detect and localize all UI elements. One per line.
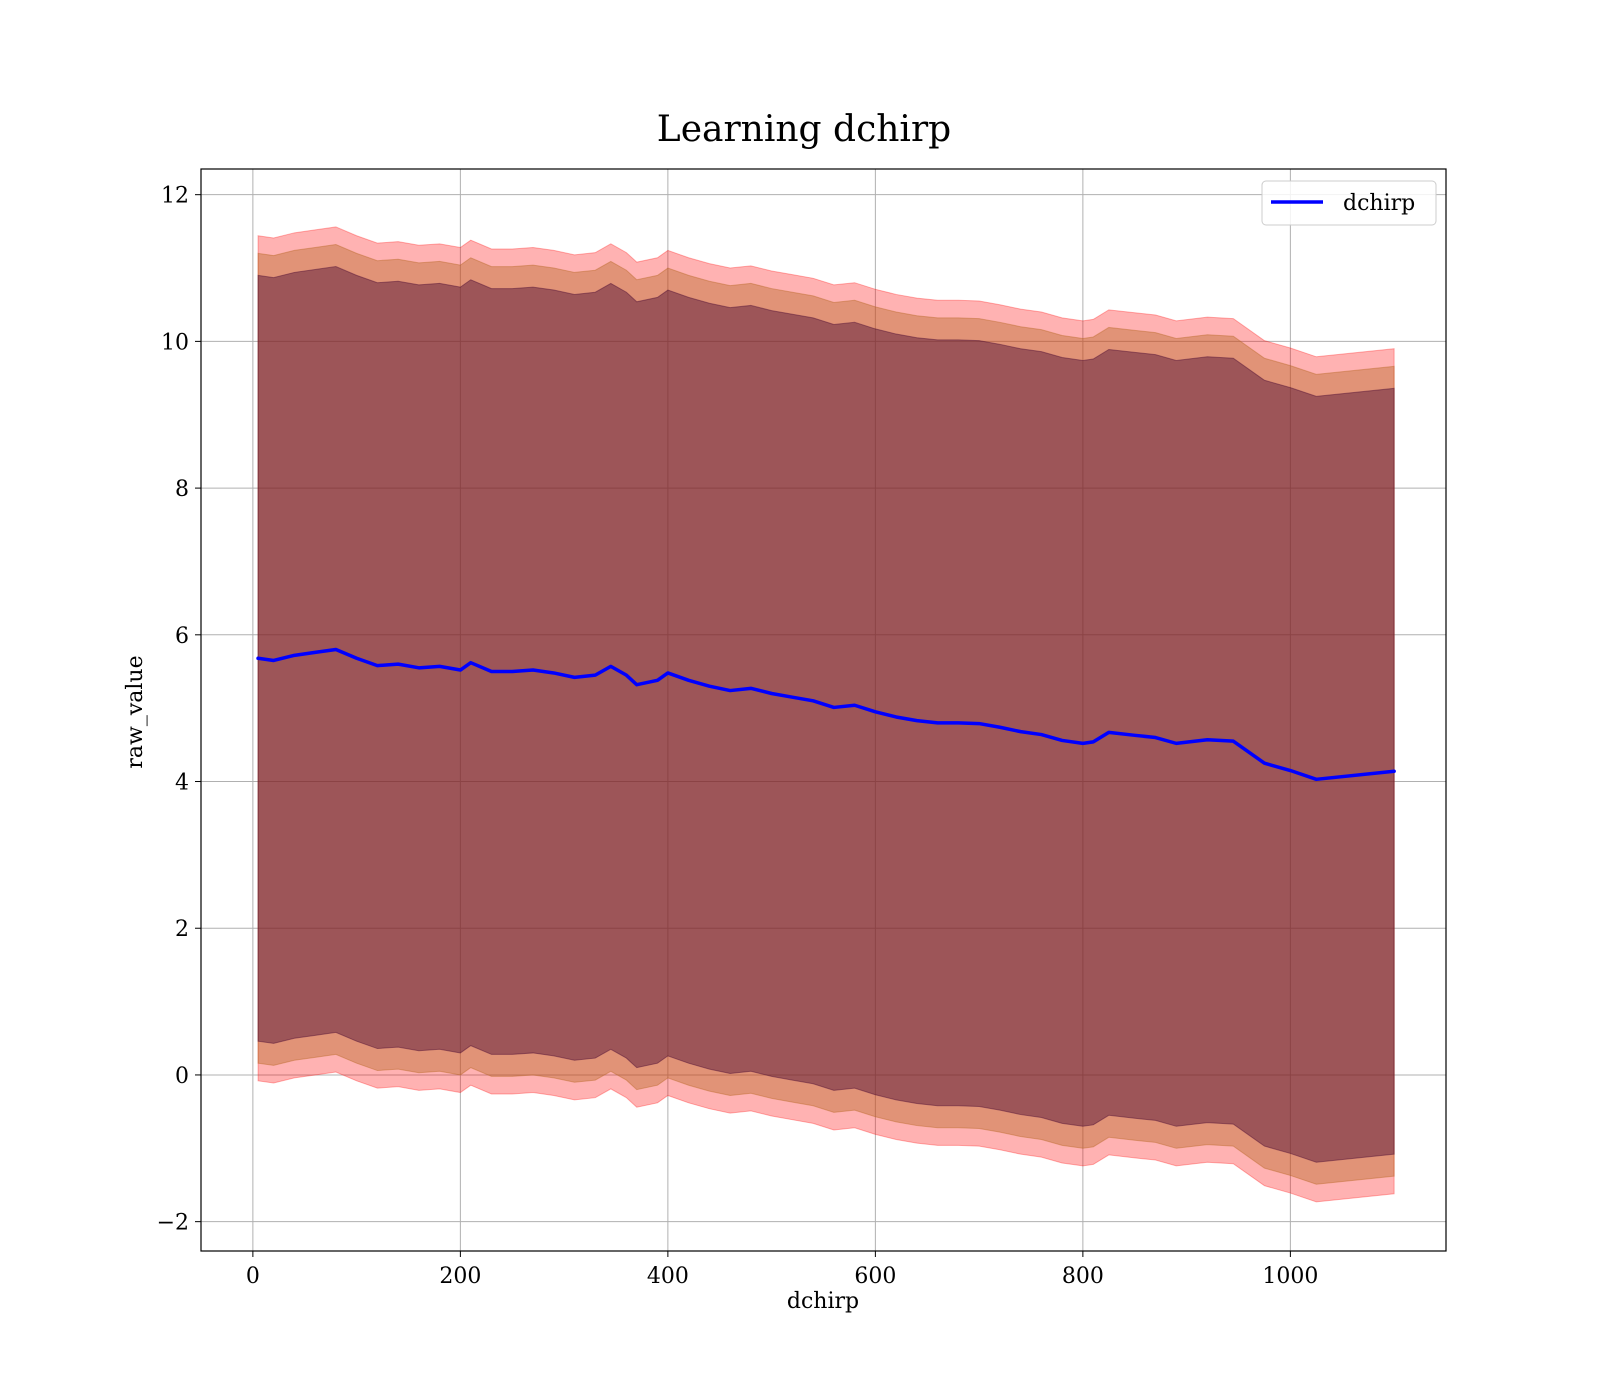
chart-title: Learning dchirp bbox=[657, 109, 951, 150]
series-line-dchirp bbox=[256, 647, 1396, 782]
confidence-band-2 bbox=[257, 244, 1395, 1185]
y-tick-label: 8 bbox=[175, 477, 189, 502]
y-tick-label: 2 bbox=[175, 917, 189, 942]
plot-frame bbox=[200, 168, 1447, 1252]
x-tick-label: 1000 bbox=[1262, 1264, 1318, 1289]
x-tick-label: 400 bbox=[647, 1264, 689, 1289]
legend: dchirp bbox=[1261, 180, 1437, 226]
grid bbox=[201, 169, 1446, 1251]
y-axis-ticks: −2 0 2 4 6 8 10 12 bbox=[157, 184, 201, 1236]
confidence-bands bbox=[257, 226, 1395, 1203]
confidence-band-1 bbox=[257, 226, 1395, 1203]
x-axis-ticks: 0 200 400 600 800 1000 bbox=[246, 1251, 1318, 1289]
y-tick-label: 4 bbox=[175, 771, 189, 796]
legend-box bbox=[1261, 180, 1437, 226]
x-tick-label: 800 bbox=[1062, 1264, 1104, 1289]
x-axis-label: dchirp bbox=[787, 1289, 859, 1314]
y-axis-label: raw_value bbox=[123, 655, 148, 768]
confidence-band-3 bbox=[257, 266, 1395, 1163]
y-tick-label: 6 bbox=[175, 624, 189, 649]
series-lines bbox=[256, 647, 1396, 782]
x-tick-label: 0 bbox=[246, 1264, 260, 1289]
y-tick-label: 10 bbox=[161, 330, 189, 355]
y-tick-label: 0 bbox=[175, 1064, 189, 1089]
legend-label-dchirp: dchirp bbox=[1343, 191, 1415, 216]
y-tick-label: −2 bbox=[157, 1211, 189, 1236]
x-tick-label: 600 bbox=[854, 1264, 896, 1289]
y-tick-label: 12 bbox=[161, 184, 189, 209]
x-tick-label: 200 bbox=[439, 1264, 481, 1289]
